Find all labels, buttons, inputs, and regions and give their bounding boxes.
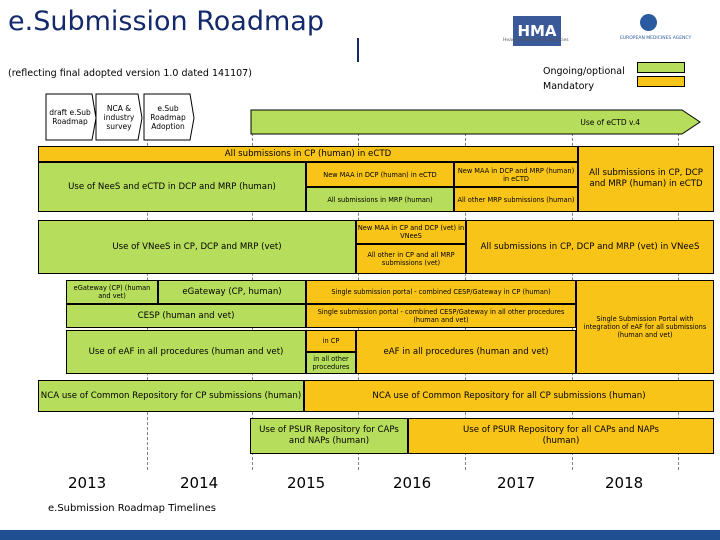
single-portal-cp-bar: Single submission portal - combined CESP…	[306, 280, 576, 304]
all-other-mrp-bar: All other MRP submissions (human)	[454, 187, 578, 212]
eaf-mandatory-bar: eAF in all procedures (human and vet)	[356, 330, 576, 374]
new-maa-dcp-mrp-bar: New MAA in DCP and MRP (human) in eCTD	[454, 162, 578, 187]
milestone-draft: draft e.Sub Roadmap	[49, 108, 91, 126]
page-title: e.Submission Roadmap	[8, 6, 324, 37]
ema-logo	[640, 14, 657, 31]
year-2018: 2018	[605, 474, 644, 492]
milestone-nca-survey: NCA & industry survey	[103, 103, 135, 131]
psur-all-bar: Use of PSUR Repository for all CAPs and …	[408, 418, 714, 454]
legend-optional-swatch	[637, 62, 685, 73]
new-maa-dcp-bar: New MAA in DCP (human) in eCTD	[306, 162, 454, 187]
cp-human-ectd-bar: All submissions in CP (human) in eCTD	[38, 146, 578, 162]
ectd4-arrow	[250, 109, 701, 135]
year-2015: 2015	[287, 474, 326, 492]
eaf-all-bar: Use of eAF in all procedures (human and …	[66, 330, 306, 374]
egateway-human-bar: eGateway (CP, human)	[158, 280, 306, 304]
milestone-adoption: e.Sub Roadmap Adoption	[150, 103, 186, 131]
year-2013: 2013	[68, 474, 107, 492]
eaf-in-cp-bar: in CP	[306, 330, 356, 352]
hma-logo: HMA	[513, 16, 561, 46]
vnees-bar: Use of VNeeS in CP, DCP and MRP (vet)	[38, 220, 356, 274]
year-2017: 2017	[497, 474, 536, 492]
title-divider	[357, 38, 359, 62]
egateway-cp-bar: eGateway (CP) (human and vet)	[66, 280, 158, 304]
common-repo-bar: NCA use of Common Repository for CP subm…	[38, 380, 304, 412]
new-maa-vet-bar: New MAA in CP and DCP (vet) in VNeeS	[356, 220, 466, 244]
ema-logo-caption: EUROPEAN MEDICINES AGENCY	[620, 36, 692, 41]
all-cp-dcp-mrp-human-bar: All submissions in CP, DCP and MRP (huma…	[578, 146, 714, 212]
hma-logo-caption: Heads of Medicines Agencies	[503, 38, 569, 43]
cesp-bar: CESP (human and vet)	[66, 304, 306, 328]
year-2014: 2014	[180, 474, 219, 492]
milestone-arrows	[45, 93, 195, 141]
legend-mandatory-swatch	[637, 76, 685, 87]
year-2016: 2016	[393, 474, 432, 492]
ectd4-label: Use of eCTD v.4	[580, 118, 640, 127]
psur-caps-bar: Use of PSUR Repository for CAPs and NAPs…	[250, 418, 408, 454]
all-vet-bar: All submissions in CP, DCP and MRP (vet)…	[466, 220, 714, 274]
common-repo-all-bar: NCA use of Common Repository for all CP …	[304, 380, 714, 412]
legend-mandatory-label: Mandatory	[543, 81, 594, 92]
nees-ectd-bar: Use of NeeS and eCTD in DCP and MRP (hum…	[38, 162, 306, 212]
eaf-other-bar: in all other procedures	[306, 352, 356, 374]
footer-caption: e.Submission Roadmap Timelines	[48, 503, 216, 514]
legend-optional-label: Ongoing/optional	[543, 66, 625, 77]
footer-bar	[0, 530, 720, 540]
page-subtitle: (reflecting final adopted version 1.0 da…	[8, 68, 252, 79]
all-mrp-bar: All submissions in MRP (human)	[306, 187, 454, 212]
single-portal-eaf-bar: Single Submission Portal with integratio…	[576, 280, 714, 374]
single-portal-other-bar: Single submission portal - combined CESP…	[306, 304, 576, 328]
all-other-vet-bar: All other in CP and all MRP submissions …	[356, 244, 466, 274]
